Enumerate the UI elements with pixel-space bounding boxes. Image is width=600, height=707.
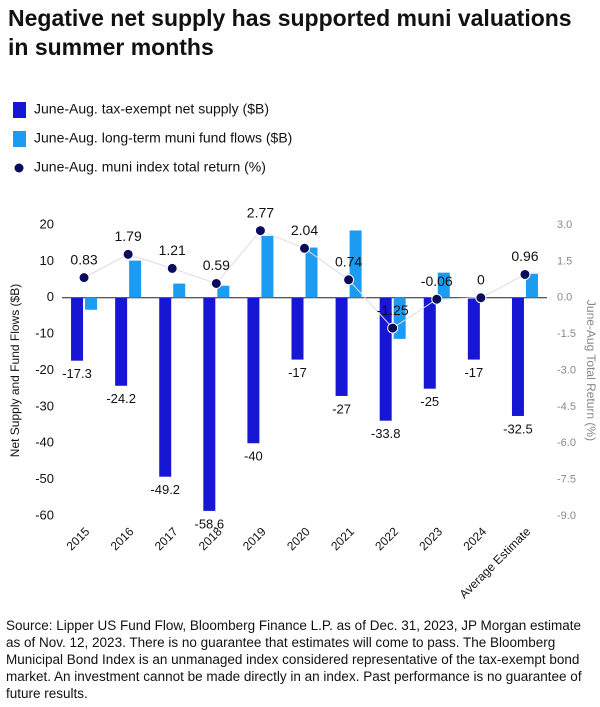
data-label: -25 xyxy=(420,394,439,409)
point xyxy=(299,242,310,254)
bar xyxy=(291,297,304,360)
y2-tick-label: -1.5 xyxy=(557,328,576,340)
data-label: -1.25 xyxy=(377,302,409,318)
y-tick-label: -30 xyxy=(35,398,54,413)
x-tick-label: 2020 xyxy=(284,524,313,553)
y-tick-label: -50 xyxy=(35,471,54,486)
y-tick-label: -40 xyxy=(35,435,54,450)
bar xyxy=(261,235,274,298)
data-label: 1.21 xyxy=(159,242,186,258)
bar xyxy=(247,297,260,444)
bar xyxy=(129,260,142,298)
data-label: 0.83 xyxy=(70,251,97,267)
y2-tick-label: 3.0 xyxy=(557,219,572,231)
data-label: 1.79 xyxy=(115,228,142,244)
y2-axis-title: June-Aug Total Return (%) xyxy=(584,300,598,441)
bar xyxy=(203,297,216,511)
x-tick-label: 2023 xyxy=(416,524,445,553)
point xyxy=(78,272,90,284)
y-tick-label: 0 xyxy=(47,289,54,304)
source-note: Source: Lipper US Fund Flow, Bloomberg F… xyxy=(6,618,582,701)
data-label: -24.2 xyxy=(106,391,136,406)
point xyxy=(519,268,531,280)
point xyxy=(166,262,178,274)
y2-tick-label: -3.0 xyxy=(557,364,576,376)
data-label: -33.8 xyxy=(371,426,401,441)
data-label: -40 xyxy=(244,449,263,464)
y2-tick-label: -9.0 xyxy=(557,510,576,522)
y-tick-label: 20 xyxy=(40,216,54,231)
data-label: -27 xyxy=(332,401,351,416)
bar xyxy=(159,297,172,477)
legend-marker xyxy=(14,163,24,173)
point xyxy=(343,274,355,286)
x-tick-label: 2015 xyxy=(64,524,93,553)
legend-label: June-Aug. muni index total return (%) xyxy=(34,159,266,175)
point xyxy=(475,292,487,304)
data-label: -17.3 xyxy=(62,366,92,381)
y-axis-title: Net Supply and Fund Flows ($B) xyxy=(8,284,22,457)
bar xyxy=(335,297,348,396)
y-tick-label: -20 xyxy=(35,362,54,377)
legend-label: June-Aug. long-term muni fund flows ($B) xyxy=(34,130,292,146)
x-tick-label: 2021 xyxy=(328,524,357,553)
legend-label: June-Aug. tax-exempt net supply ($B) xyxy=(34,101,269,117)
legend-marker xyxy=(13,131,26,147)
point xyxy=(431,293,443,305)
point xyxy=(210,277,222,289)
point xyxy=(254,225,266,237)
bar xyxy=(115,297,128,386)
y2-tick-label: -6.0 xyxy=(557,437,576,449)
bar xyxy=(217,285,230,298)
y-tick-label: -60 xyxy=(35,507,54,522)
point xyxy=(387,322,399,334)
chart-title: Negative net supply has supported muni v… xyxy=(8,5,572,60)
bar xyxy=(305,247,318,298)
data-label: 0 xyxy=(477,271,485,287)
bar xyxy=(85,297,98,310)
point xyxy=(122,248,134,260)
data-label: -32.5 xyxy=(503,421,533,436)
y-tick-label: 10 xyxy=(40,253,54,268)
data-label: -17 xyxy=(288,365,307,380)
bar xyxy=(71,297,84,361)
data-label: -49.2 xyxy=(150,482,180,497)
x-tick-label: 2017 xyxy=(152,524,181,553)
chart: June-Aug. tax-exempt net supply ($B) June… xyxy=(8,101,598,601)
data-label: 2.77 xyxy=(247,204,274,220)
y2-tick-label: 1.5 xyxy=(557,255,572,267)
y2-tick-label: -4.5 xyxy=(557,401,576,413)
bar xyxy=(511,297,524,416)
bar xyxy=(437,272,450,298)
bar xyxy=(423,297,436,389)
x-tick-label: 2016 xyxy=(108,524,137,553)
bar xyxy=(173,283,186,298)
data-label: 0.96 xyxy=(511,248,538,264)
x-tick-label: 2019 xyxy=(240,524,269,553)
data-label: 2.04 xyxy=(291,222,318,238)
data-label: -17 xyxy=(464,365,483,380)
data-label: 0.59 xyxy=(203,257,230,273)
bar xyxy=(467,297,480,360)
bar xyxy=(525,273,538,298)
x-tick-label: 2024 xyxy=(460,524,489,553)
data-label: -58.6 xyxy=(194,516,224,531)
y2-tick-label: -7.5 xyxy=(557,474,576,486)
data-label: 0.74 xyxy=(335,254,362,270)
x-tick-label: 2022 xyxy=(372,524,401,553)
data-label: -0.06 xyxy=(421,273,453,289)
y-tick-label: -10 xyxy=(35,326,54,341)
y2-tick-label: 0.0 xyxy=(557,292,572,304)
legend-marker xyxy=(13,102,26,118)
